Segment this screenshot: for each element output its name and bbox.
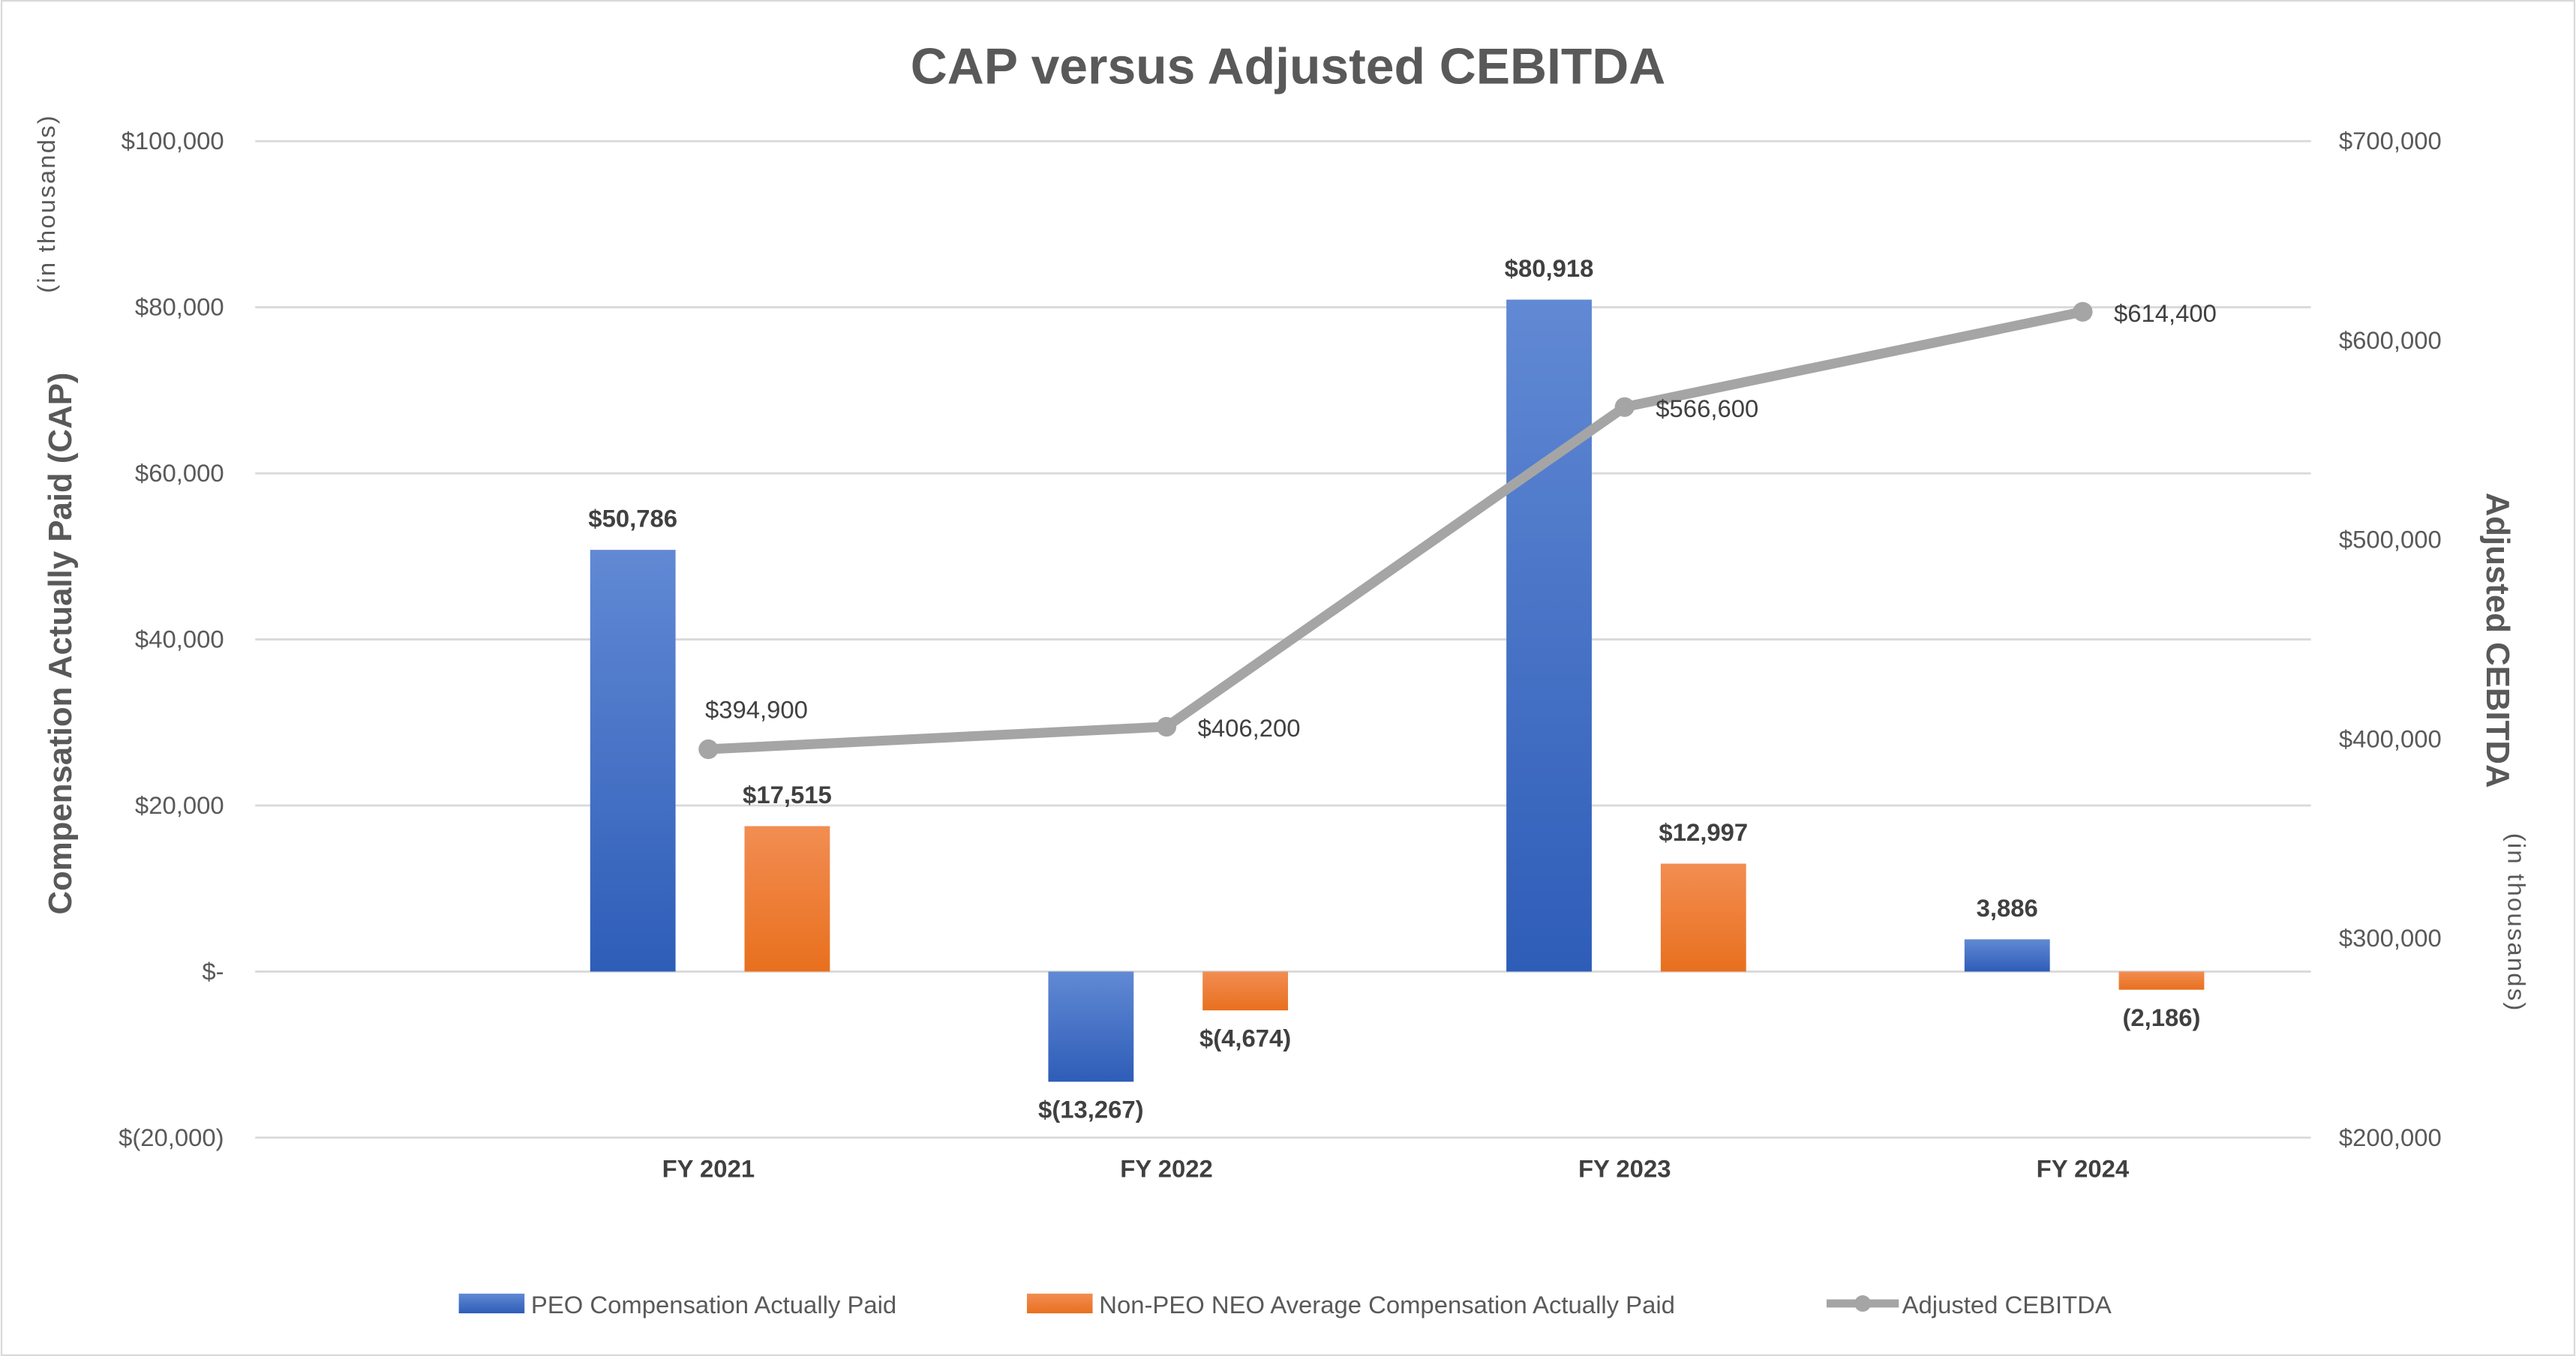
peo-bar-data-label: $(13,267) [1038,1095,1144,1123]
cebitda-point [1156,716,1177,737]
y-left-unit-note: (in thousands) [32,114,60,293]
legend-marker-cebitda [1854,1295,1872,1312]
non-peo-bar-data-label: $(4,674) [1199,1024,1291,1052]
y-left-tick-label: $60,000 [135,459,224,487]
peo-bar-data-label: $80,918 [1505,254,1594,282]
y-left-tick-label: $20,000 [135,791,224,819]
cebitda-point [1614,397,1635,417]
y-right-tick-label: $200,000 [2339,1124,2442,1151]
y-right-tick-label: $400,000 [2339,724,2442,752]
legend-swatch-non-peo [1026,1293,1093,1314]
non-peo-bar [744,826,830,972]
non-peo-bar [1202,971,1288,1011]
legend-label-peo: PEO Compensation Actually Paid [531,1291,896,1318]
x-tick-label: FY 2024 [2037,1154,2130,1182]
y-right-tick-label: $600,000 [2339,326,2442,354]
y-left-tick-label: $80,000 [135,293,224,321]
peo-bar [590,550,676,972]
y-left-tick-label: $100,000 [122,127,224,154]
non-peo-bar-data-label: (2,186) [2122,1004,2200,1031]
peo-bar [1506,299,1592,972]
y-left-tick-label: $- [202,957,224,985]
legend-label-cebitda: Adjusted CEBITDA [1902,1291,2112,1318]
cebitda-line [708,307,2084,754]
non-peo-bar [2118,971,2205,990]
peo-bar [1964,939,2050,972]
non-peo-bar-data-label: $12,997 [1659,818,1748,846]
y-right-unit-note: (in thousands) [2502,833,2530,1012]
y-left-tick-label: $40,000 [135,626,224,653]
y-right-tick-label: $700,000 [2339,127,2442,154]
cebitda-data-label: $394,900 [705,695,808,723]
peo-bar-data-label: 3,886 [1977,894,2038,922]
cebitda-point [2073,302,2093,322]
y-right-tick-label: $300,000 [2339,924,2442,952]
legend: PEO Compensation Actually Paid Non-PEO N… [458,1291,2112,1318]
cebitda-data-label: $406,200 [1198,714,1301,742]
cebitda-point [698,739,719,760]
legend-swatch-peo [458,1293,525,1314]
chart-title: CAP versus Adjusted CEBITDA [911,39,1666,95]
peo-bar-data-label: $50,786 [588,504,677,532]
y-right-tick-label: $500,000 [2339,526,2442,554]
non-peo-bar-data-label: $17,515 [743,781,832,808]
cebitda-data-label: $614,400 [2114,299,2217,327]
peo-bar [1048,971,1134,1082]
non-peo-bar [1660,863,1746,972]
x-tick-label: FY 2022 [1120,1154,1213,1182]
x-tick-label: FY 2023 [1578,1154,1671,1182]
cebitda-data-label: $566,600 [1656,394,1758,422]
y-right-axis-label: Adjusted CEBITDA [2479,493,2516,788]
x-tick-label: FY 2021 [662,1154,755,1182]
y-left-tick-label: $(20,000) [119,1124,224,1151]
legend-label-non-peo: Non-PEO NEO Average Compensation Actuall… [1099,1291,1675,1318]
y-left-axis-label: Compensation Actually Paid (CAP) [42,373,79,915]
